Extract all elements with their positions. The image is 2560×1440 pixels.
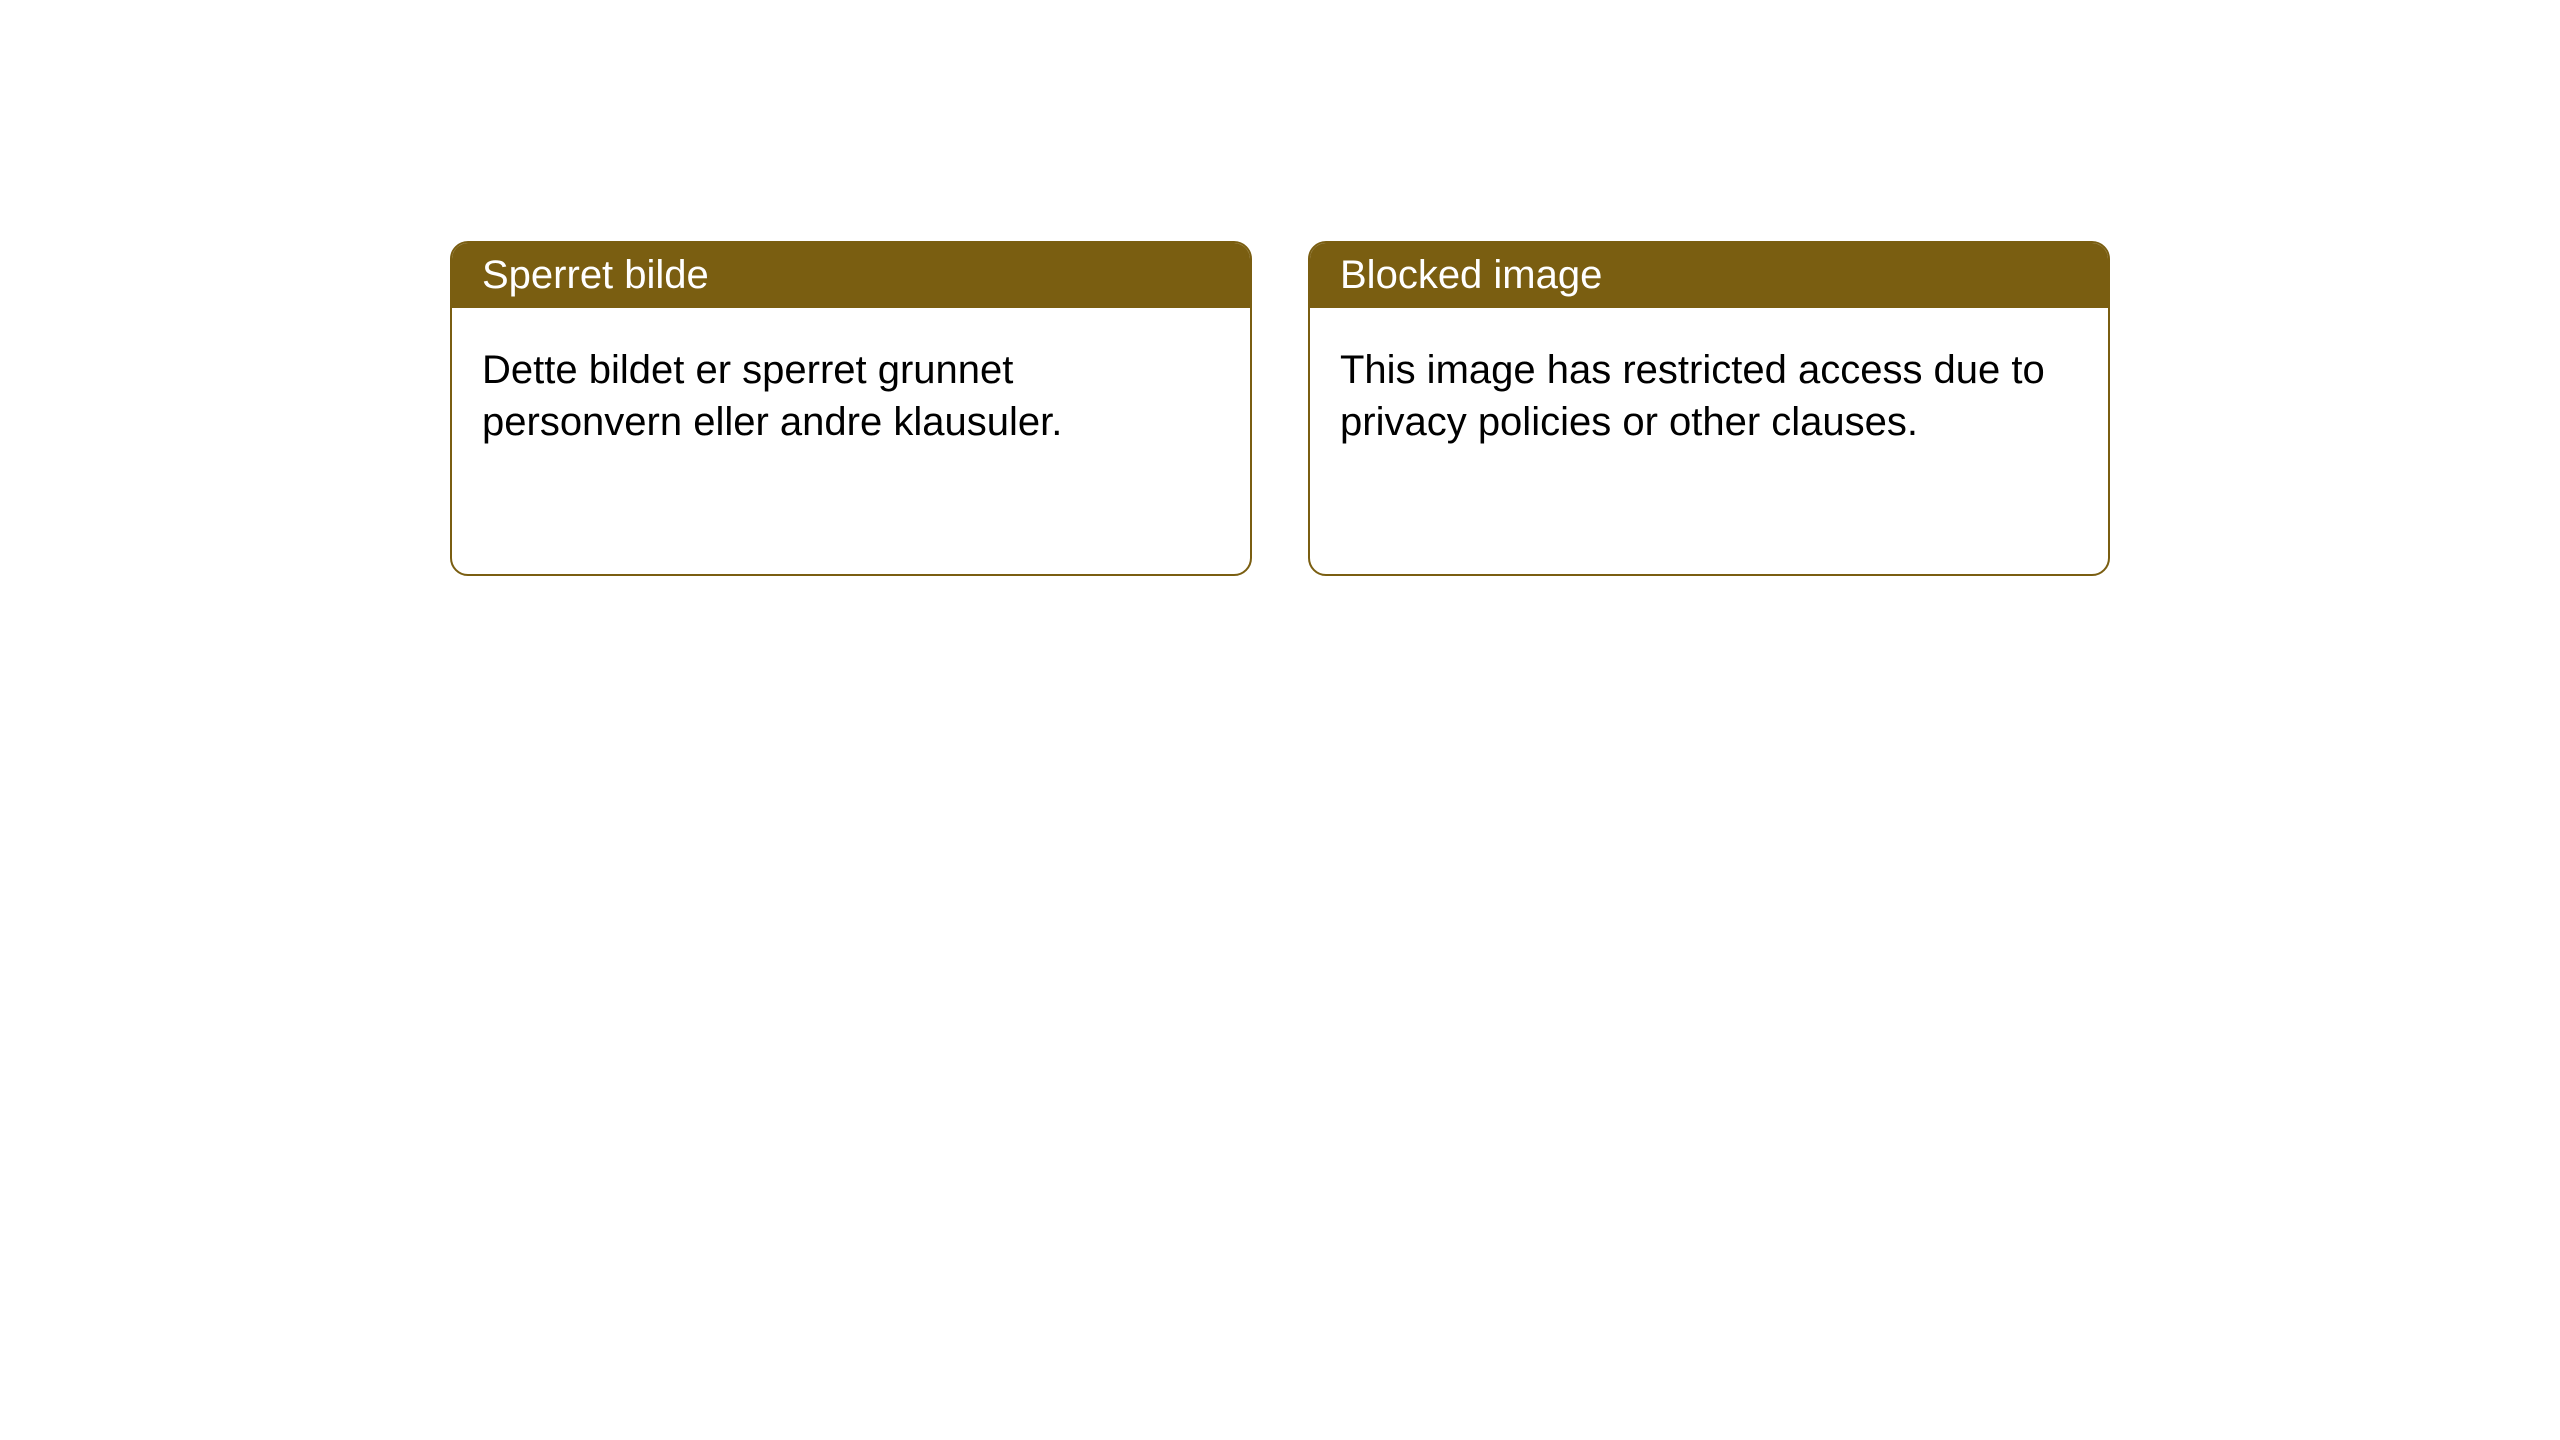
cards-container: Sperret bilde Dette bildet er sperret gr… [0, 0, 2560, 576]
blocked-image-card-en: Blocked image This image has restricted … [1308, 241, 2110, 576]
card-header-no: Sperret bilde [452, 243, 1250, 308]
card-body-en: This image has restricted access due to … [1310, 308, 2108, 484]
card-header-en: Blocked image [1310, 243, 2108, 308]
card-body-no: Dette bildet er sperret grunnet personve… [452, 308, 1250, 484]
blocked-image-card-no: Sperret bilde Dette bildet er sperret gr… [450, 241, 1252, 576]
